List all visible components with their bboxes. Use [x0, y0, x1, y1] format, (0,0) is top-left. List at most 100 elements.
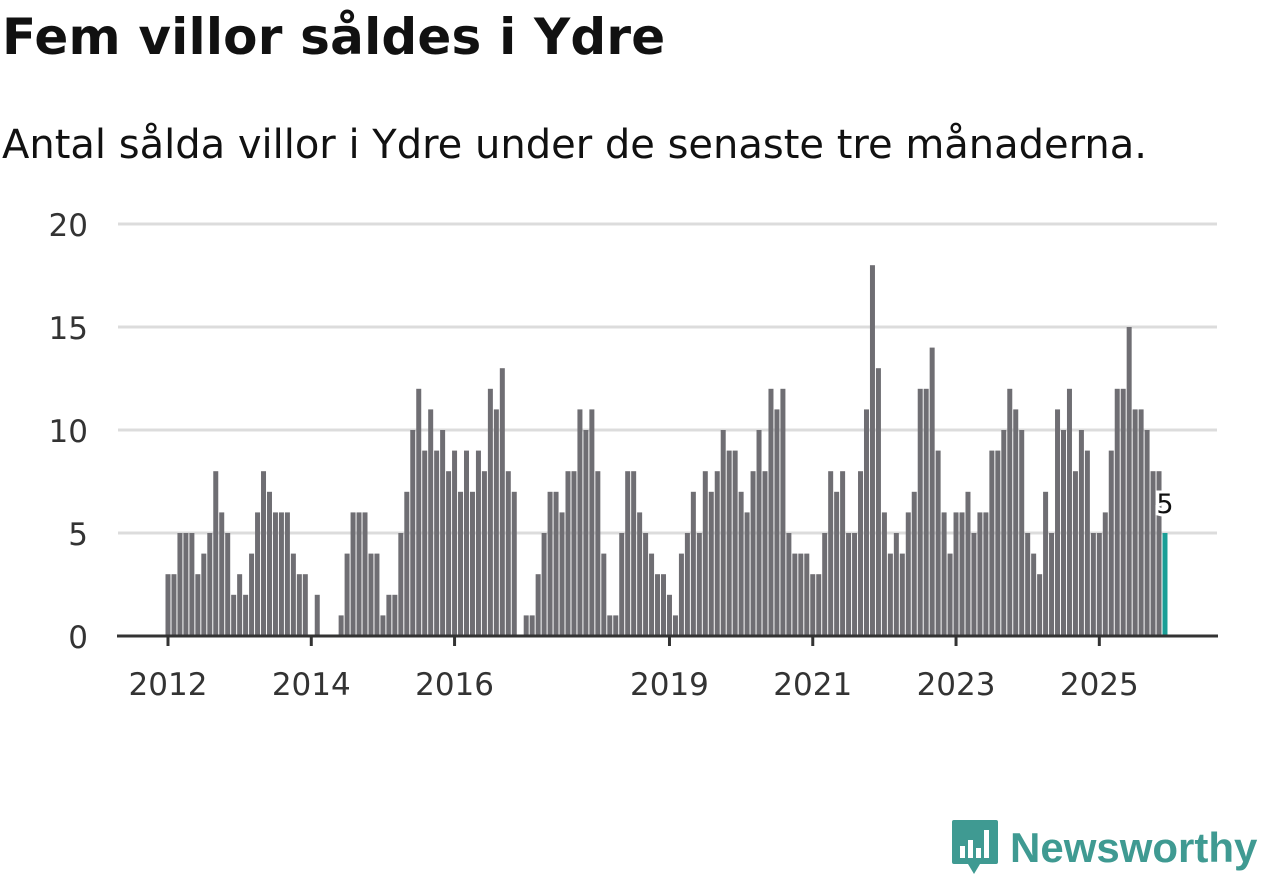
bar [947, 553, 953, 636]
bar [822, 533, 828, 636]
chart-subtitle: Antal sålda villor i Ydre under de senas… [2, 122, 1147, 168]
bar [535, 574, 541, 636]
bar [714, 471, 720, 636]
bar [541, 533, 547, 636]
bar [863, 409, 869, 636]
bar [983, 512, 989, 636]
x-tick-label: 2012 [129, 667, 208, 703]
bar [547, 491, 553, 636]
bar [672, 615, 678, 636]
bar [1055, 409, 1061, 636]
bar [977, 512, 983, 636]
bar [917, 388, 923, 636]
bar [368, 553, 374, 636]
bar [744, 512, 750, 636]
bar [237, 574, 243, 636]
bar [905, 512, 911, 636]
bar [1102, 512, 1108, 636]
bar [505, 471, 511, 636]
bar [923, 388, 929, 636]
bar [469, 491, 475, 636]
chart-title: Fem villor såldes i Ydre [2, 8, 666, 66]
bar [995, 450, 1001, 636]
bar [458, 491, 464, 636]
bar [965, 491, 971, 636]
bar [1061, 430, 1066, 636]
bar [1066, 388, 1072, 636]
bar [607, 615, 613, 636]
bar [213, 471, 219, 636]
bar [1049, 533, 1055, 636]
bar [464, 450, 469, 636]
bar [720, 430, 726, 636]
bar [1120, 388, 1126, 636]
bar [666, 594, 672, 636]
bar [1126, 327, 1132, 636]
bar [1007, 388, 1013, 636]
bar [750, 471, 756, 636]
bar [798, 553, 804, 636]
bar [1162, 533, 1168, 636]
bar [875, 368, 881, 636]
bar [290, 553, 296, 636]
bar [344, 553, 350, 636]
bar [481, 471, 487, 636]
bar [595, 471, 601, 636]
bar [475, 450, 481, 636]
bar [631, 471, 637, 636]
bar [625, 471, 631, 636]
bar [768, 388, 774, 636]
bar [643, 533, 649, 636]
bar [1144, 430, 1150, 636]
bar [911, 491, 917, 636]
bar [804, 553, 810, 636]
x-tick-label: 2025 [1060, 667, 1139, 703]
bar [201, 553, 207, 636]
bar [935, 450, 941, 636]
bar [738, 491, 744, 636]
bar [398, 533, 404, 636]
bar [249, 553, 255, 636]
bar [255, 512, 261, 636]
bar [410, 430, 416, 636]
bar [386, 594, 392, 636]
y-tick-label: 15 [49, 311, 88, 347]
bar [380, 615, 386, 636]
bar [619, 533, 625, 636]
bar [792, 553, 798, 636]
bar [661, 574, 667, 636]
bar [893, 533, 899, 636]
bar [207, 533, 213, 636]
y-tick-label: 0 [68, 620, 88, 656]
bar [649, 553, 655, 636]
x-tick-label: 2021 [773, 667, 852, 703]
bar [362, 512, 368, 636]
bar [272, 512, 278, 636]
bar [971, 533, 977, 636]
bar [899, 553, 905, 636]
bar [266, 491, 272, 636]
bar [553, 491, 559, 636]
bar [511, 491, 517, 636]
bar [171, 574, 177, 636]
bar [1090, 533, 1096, 636]
bar [231, 594, 237, 636]
bar [165, 574, 171, 636]
bar [284, 512, 290, 636]
logo-icon [952, 820, 998, 874]
bar [559, 512, 565, 636]
bar [613, 615, 619, 636]
bar [1019, 430, 1025, 636]
bar [487, 388, 493, 636]
bar [840, 471, 846, 636]
bar [1013, 409, 1019, 636]
bar [637, 512, 643, 636]
bar [434, 450, 440, 636]
bar [440, 430, 446, 636]
bar [1001, 430, 1007, 636]
bar [1031, 553, 1037, 636]
x-tick-label: 2023 [917, 667, 996, 703]
bar [726, 450, 732, 636]
bar [529, 615, 535, 636]
bar [762, 471, 768, 636]
